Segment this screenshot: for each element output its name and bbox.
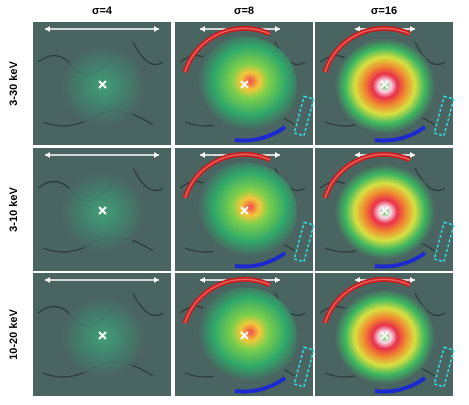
red-region-inner bbox=[184, 153, 271, 199]
row-label: 3-30 keV bbox=[8, 61, 20, 106]
center-marker bbox=[380, 80, 389, 89]
red-region-inner bbox=[184, 27, 271, 73]
center-marker bbox=[98, 331, 107, 340]
cyan-region bbox=[433, 346, 455, 388]
cyan-region bbox=[433, 221, 455, 263]
blue-region bbox=[374, 376, 427, 394]
red-region-inner bbox=[324, 278, 411, 324]
center-marker bbox=[98, 206, 107, 215]
row-label: 3-10 keV bbox=[8, 187, 20, 232]
column-header: σ=8 bbox=[234, 5, 254, 17]
blue-region bbox=[374, 251, 427, 269]
cyan-region bbox=[293, 346, 315, 388]
center-marker bbox=[240, 331, 249, 340]
blue-region bbox=[234, 251, 287, 269]
red-region-inner bbox=[324, 153, 411, 199]
blue-region bbox=[234, 125, 287, 143]
blue-region bbox=[234, 376, 287, 394]
row-label: 10-20 keV bbox=[8, 308, 20, 359]
cyan-region bbox=[293, 221, 315, 263]
center-marker bbox=[380, 206, 389, 215]
blue-region bbox=[374, 125, 427, 143]
column-header: σ=4 bbox=[92, 5, 113, 17]
center-marker bbox=[240, 206, 249, 215]
red-region-inner bbox=[184, 278, 271, 324]
center-marker bbox=[240, 80, 249, 89]
column-header: σ=16 bbox=[371, 5, 397, 17]
center-marker bbox=[98, 80, 107, 89]
red-region-inner bbox=[324, 27, 411, 73]
center-marker bbox=[380, 331, 389, 340]
cyan-region bbox=[433, 95, 455, 137]
cyan-region bbox=[293, 95, 315, 137]
